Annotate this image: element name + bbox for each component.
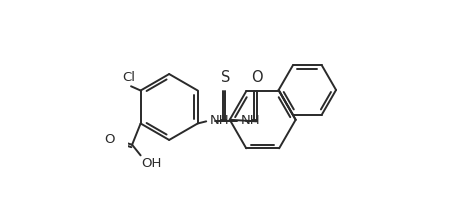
Text: S: S	[220, 70, 230, 85]
Text: Cl: Cl	[123, 71, 135, 84]
Text: OH: OH	[142, 158, 162, 171]
Text: O: O	[251, 70, 263, 85]
Text: NH: NH	[241, 114, 261, 127]
Text: O: O	[105, 133, 115, 146]
Text: NH: NH	[210, 114, 229, 127]
